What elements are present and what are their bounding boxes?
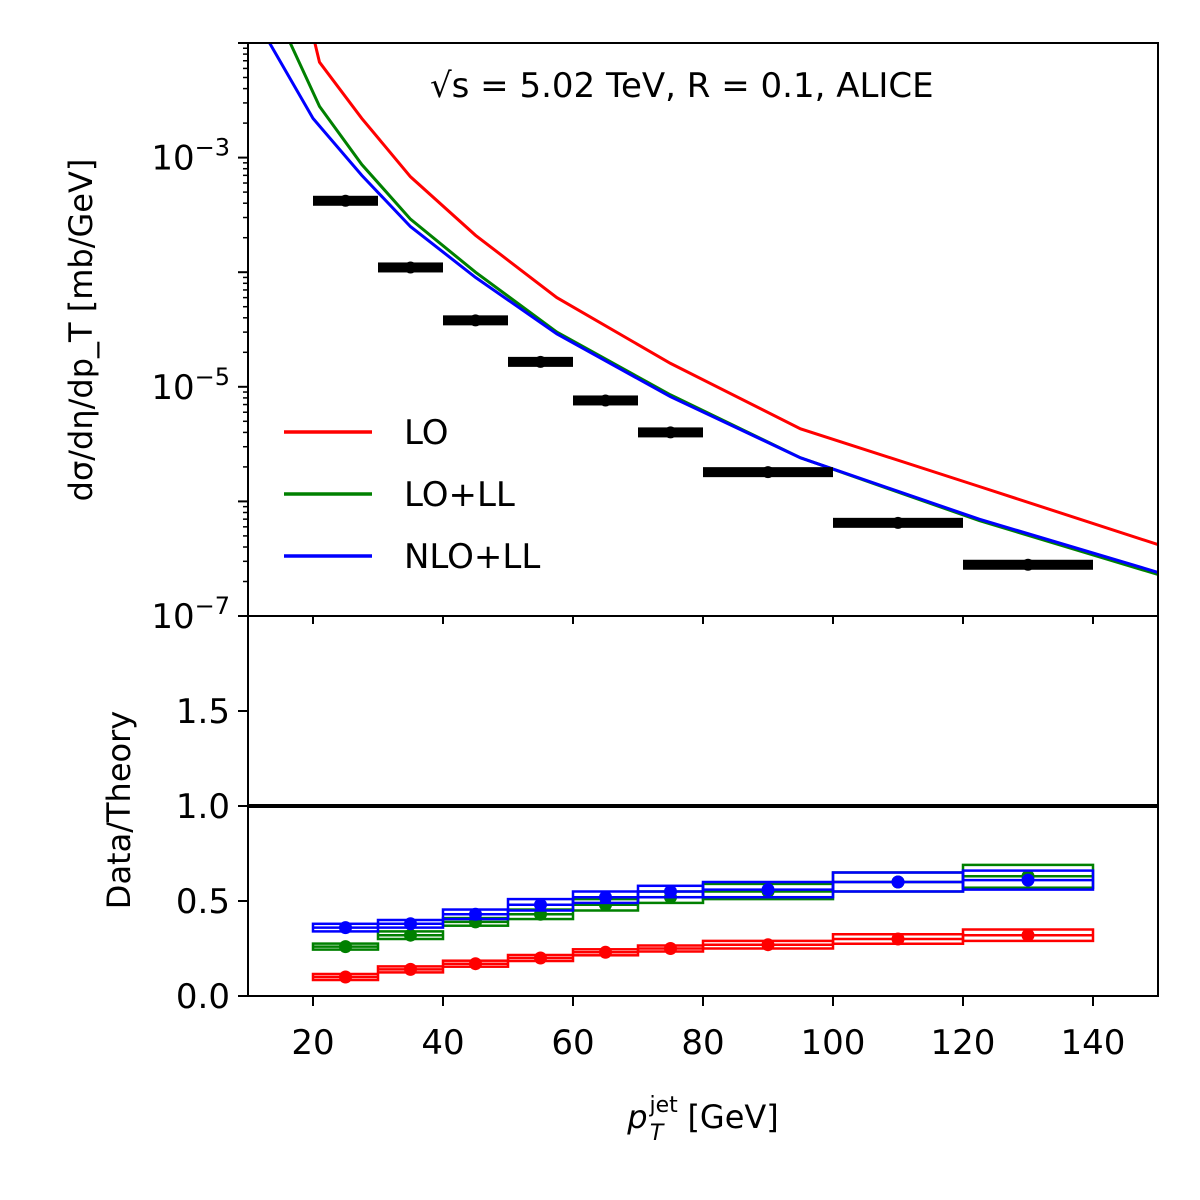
top-axis-ticks: 10−3 10−5 10−7 — [151, 42, 1094, 637]
data-point — [762, 466, 774, 479]
data-point — [664, 426, 677, 439]
top-panel-frame — [247, 42, 1159, 617]
bottom-xlabel: pjet T [GeV] — [626, 1093, 779, 1146]
ratio-point-lo — [339, 970, 352, 984]
bottom-plot-area — [248, 804, 1158, 984]
x-tick-label: 80 — [681, 1023, 724, 1063]
x-tick-label: 140 — [1061, 1023, 1126, 1063]
ratio-point-nlo-plus-ll — [534, 898, 547, 912]
ratio-point-nlo-plus-ll — [339, 921, 352, 935]
series-line-lo — [313, 43, 1158, 547]
data-point — [339, 194, 352, 207]
top-plot-area — [267, 43, 1158, 576]
bottom-axis-ticks: 0.0 0.5 1.0 1.5 20 40 60 80 100 120 140 — [176, 692, 1126, 1063]
legend-label-lo-plus-ll: LO+LL — [404, 475, 515, 515]
ratio-point-nlo-plus-ll — [664, 885, 677, 898]
data-point — [534, 355, 547, 368]
y-tick-label: 1.5 — [176, 692, 230, 732]
data-point — [404, 261, 417, 274]
ratio-point-lo-plus-ll — [404, 928, 417, 942]
ratio-point-lo — [534, 951, 547, 965]
y-tick-label: 0.5 — [176, 882, 230, 922]
x-tick-label: 60 — [551, 1023, 594, 1063]
legend: LO LO+LL NLO+LL — [284, 413, 540, 577]
data-point — [1022, 558, 1034, 571]
y-tick-label: 0.0 — [176, 977, 230, 1017]
bottom-ylabel: Data/Theory — [100, 711, 138, 909]
legend-label-nlo-plus-ll: NLO+LL — [404, 537, 540, 577]
x-tick-label: 120 — [931, 1023, 996, 1063]
x-tick-label: 20 — [291, 1023, 334, 1063]
legend-label-lo: LO — [404, 413, 449, 453]
y-tick-label: 10−7 — [151, 592, 230, 637]
ratio-point-lo — [891, 932, 905, 946]
ratio-point-lo — [599, 945, 612, 959]
top-annotation: √s = 5.02 TeV, R = 0.1, ALICE — [430, 66, 934, 106]
ratio-point-lo — [469, 957, 482, 971]
x-tick-label: 40 — [421, 1023, 464, 1063]
ratio-point-nlo-plus-ll — [891, 875, 905, 889]
data-point — [892, 516, 904, 529]
ratio-point-nlo-plus-ll — [761, 883, 775, 897]
x-tick-label: 100 — [801, 1023, 866, 1063]
ratio-point-nlo-plus-ll — [599, 890, 612, 904]
ratio-point-lo — [664, 942, 677, 955]
data-point — [599, 394, 612, 407]
ratio-point-nlo-plus-ll — [404, 917, 417, 931]
ratio-point-lo — [1021, 928, 1035, 942]
top-panel: 10−3 10−5 10−7 √s = 5.02 TeV, R = 0.1, ALI… — [62, 42, 1159, 637]
ratio-point-nlo-plus-ll — [469, 907, 482, 921]
data-point — [469, 314, 482, 327]
series-line-nlo-plus-ll — [267, 43, 1158, 574]
y-tick-label: 10−3 — [151, 134, 230, 179]
ratio-point-nlo-plus-ll — [1021, 873, 1035, 887]
ratio-point-lo — [404, 962, 417, 976]
y-tick-label: 1.0 — [176, 787, 230, 827]
top-ylabel: dσ/dη/dp_T [mb/GeV] — [62, 159, 100, 502]
ratio-point-lo — [761, 938, 775, 952]
y-tick-label: 10−5 — [151, 363, 230, 408]
bottom-panel: 0.0 0.5 1.0 1.5 20 40 60 80 100 120 140 Data/Theor… — [100, 615, 1159, 1146]
ratio-point-lo-plus-ll — [339, 940, 352, 954]
